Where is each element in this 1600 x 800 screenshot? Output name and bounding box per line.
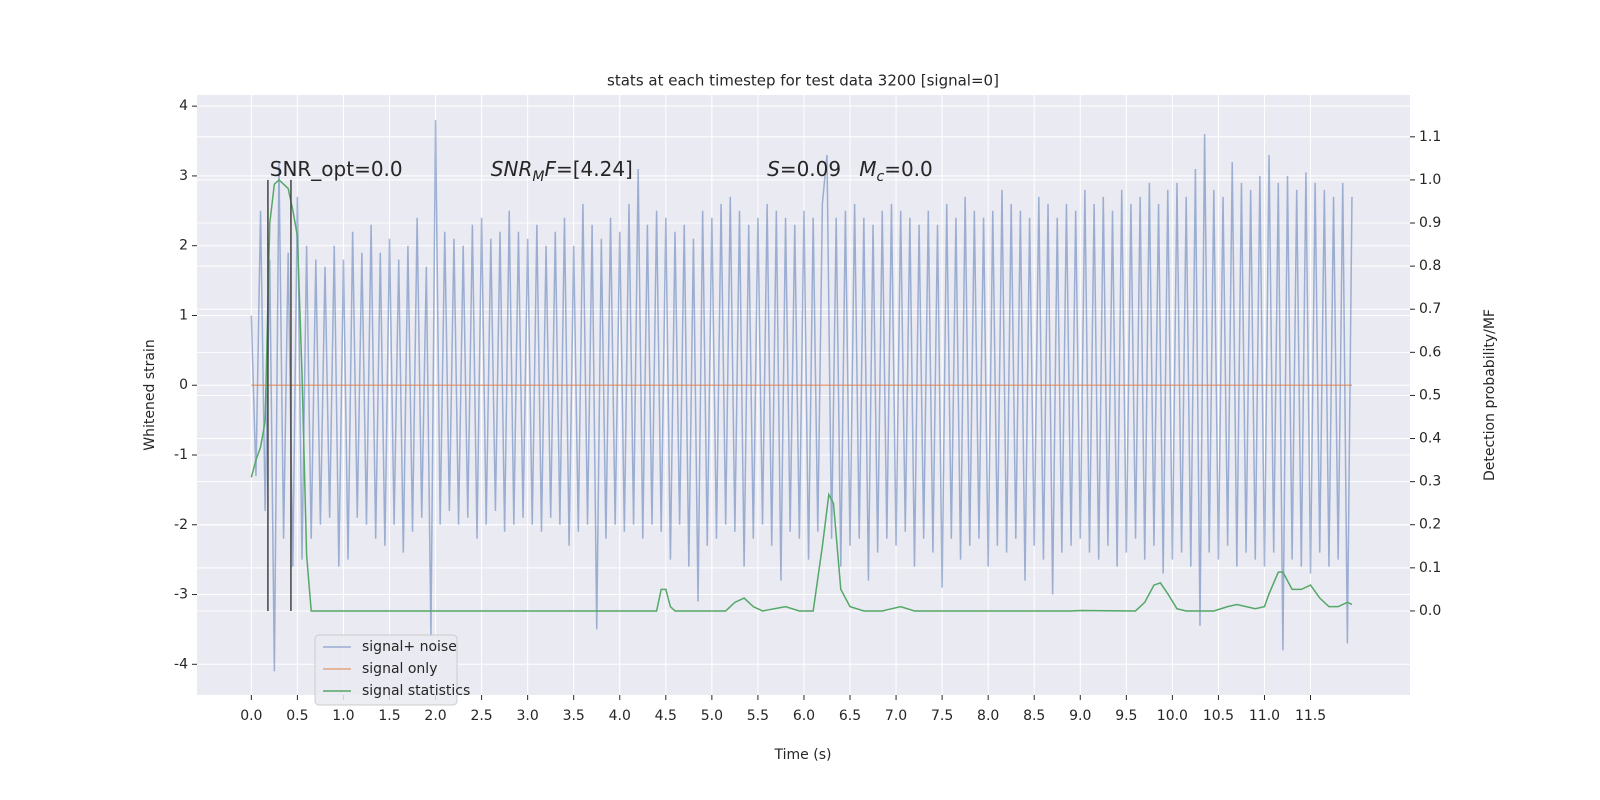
x-tick-label: 2.0 — [424, 708, 446, 724]
annotation-part: =0.09 — [780, 157, 841, 181]
y2-tick-label: 0.1 — [1419, 560, 1441, 576]
annotation-part: SNR_opt=0.0 — [270, 157, 403, 181]
annotation-part: SNR — [491, 157, 533, 181]
x-tick-label: 11.5 — [1295, 708, 1326, 724]
y-tick-label: 0 — [179, 377, 188, 393]
annotation-part: M — [532, 169, 544, 185]
x-tick-label: 4.5 — [655, 708, 677, 724]
annotation: S=0.09 — [767, 157, 841, 181]
annotation-part: M — [859, 157, 876, 181]
x-tick-label: 1.0 — [332, 708, 354, 724]
x-tick-label: 6.0 — [793, 708, 815, 724]
grid — [197, 95, 1410, 695]
y-tick-label: -3 — [174, 587, 188, 603]
y-tick-label: -1 — [174, 447, 188, 463]
legend: signal+ noise signal only signal statistic… — [314, 634, 470, 706]
legend-label: signal+ noise — [362, 639, 457, 655]
y2-tick-label: 0.5 — [1419, 387, 1441, 403]
y2-tick-label: 0.6 — [1419, 344, 1441, 360]
x-tick-label: 0.0 — [240, 708, 262, 724]
x-tick-label: 1.5 — [378, 708, 400, 724]
series-line — [250, 120, 1353, 672]
y-tick-label: 2 — [179, 238, 188, 254]
x-tick-label: 3.0 — [517, 708, 539, 724]
legend-box — [314, 634, 458, 706]
annotation: Mc=0.0 — [859, 157, 933, 185]
x-tick-label: 10.5 — [1203, 708, 1234, 724]
y2-tick-label: 0.8 — [1419, 258, 1441, 274]
y-tick-label: -4 — [174, 656, 188, 672]
chart-title: stats at each timestep for test data 320… — [607, 72, 999, 90]
x-tick-label: 3.5 — [563, 708, 585, 724]
annotation-part: F — [544, 157, 556, 181]
y2-axis-label: Detection probability/MF — [1482, 309, 1498, 481]
y2-tick-label: 1.0 — [1419, 172, 1441, 188]
x-tick-label: 2.5 — [470, 708, 492, 724]
x-tick-label: 7.0 — [885, 708, 907, 724]
annotation-part: S — [767, 157, 780, 181]
y-tick-label: 3 — [179, 168, 188, 184]
y2-tick-label: 0.9 — [1419, 215, 1441, 231]
y-axis-label: Whitened strain — [142, 339, 158, 450]
x-tick-label: 4.0 — [609, 708, 631, 724]
x-tick-label: 9.5 — [1115, 708, 1137, 724]
x-tick-label: 8.0 — [977, 708, 999, 724]
x-axis-label: Time (s) — [774, 747, 832, 763]
annotation: SNRMF=[4.24] — [491, 157, 633, 185]
x-tick-label: 8.5 — [1023, 708, 1045, 724]
legend-label: signal statistics — [362, 683, 470, 699]
annotation-part: =[4.24] — [556, 157, 633, 181]
y2-tick-label: 0.0 — [1419, 603, 1441, 619]
y-tick-label: 4 — [179, 98, 188, 114]
legend-label: signal only — [362, 661, 437, 677]
x-tick-label: 5.5 — [747, 708, 769, 724]
annotation: SNR_opt=0.0 — [270, 157, 403, 181]
x-tick-label: 0.5 — [286, 708, 308, 724]
x-tick-label: 5.0 — [701, 708, 723, 724]
y-tick-label: 1 — [179, 307, 188, 323]
x-tick-label: 11.0 — [1249, 708, 1280, 724]
y2-tick-label: 0.3 — [1419, 474, 1441, 490]
y2-tick-label: 0.2 — [1419, 517, 1441, 533]
x-tick-label: 10.0 — [1157, 708, 1188, 724]
annotation-part: c — [876, 169, 884, 185]
series-line — [250, 178, 1353, 612]
x-tick-label: 7.5 — [931, 708, 953, 724]
annotation-part: =0.0 — [884, 157, 933, 181]
x-tick-label: 6.5 — [839, 708, 861, 724]
marks — [250, 120, 1353, 672]
y2-tick-label: 1.1 — [1419, 129, 1441, 145]
x-tick-label: 9.0 — [1069, 708, 1091, 724]
y-tick-label: -2 — [174, 517, 188, 533]
y2-tick-label: 0.4 — [1419, 431, 1441, 447]
y2-tick-label: 0.7 — [1419, 301, 1441, 317]
